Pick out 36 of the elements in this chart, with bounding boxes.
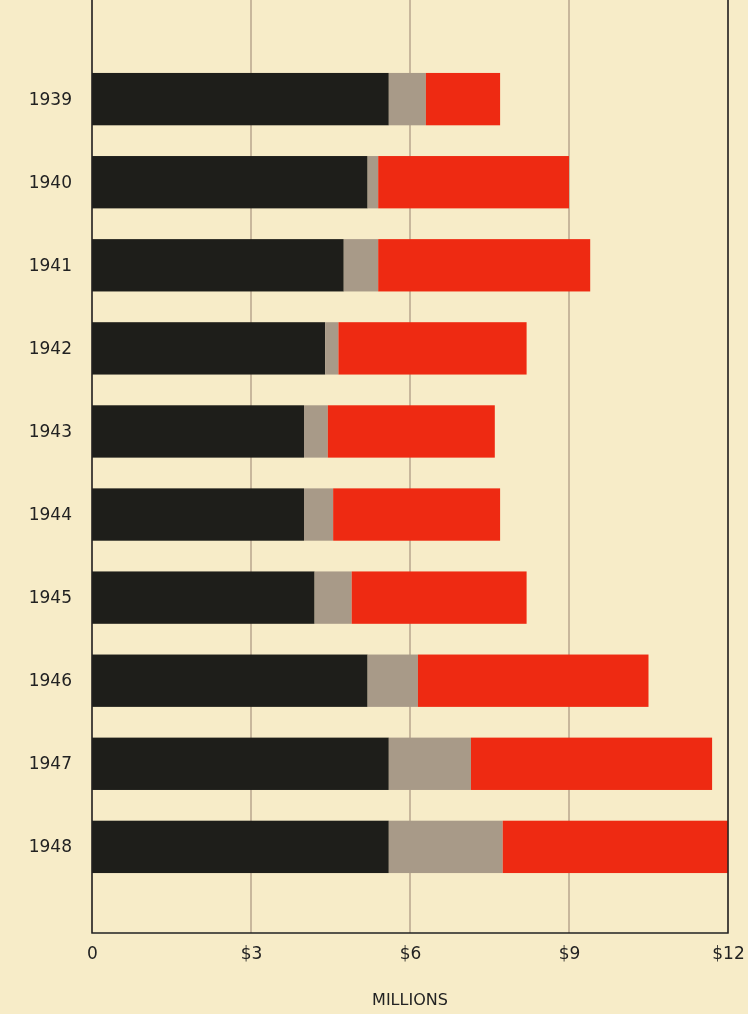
bar bbox=[367, 156, 379, 209]
y-tick-label: 1939 bbox=[28, 88, 72, 109]
bar bbox=[388, 72, 426, 126]
y-tick-label: 1948 bbox=[28, 836, 72, 857]
bar bbox=[417, 654, 649, 707]
y-tick-label: 1941 bbox=[28, 254, 72, 275]
bar bbox=[367, 654, 418, 707]
bar bbox=[314, 571, 352, 624]
bar bbox=[338, 322, 527, 375]
bar bbox=[333, 488, 501, 541]
y-tick-label: 1943 bbox=[28, 420, 72, 441]
bar bbox=[425, 72, 501, 126]
x-tick-label: $3 bbox=[240, 943, 263, 964]
bar bbox=[378, 239, 591, 292]
x-tick-label: $9 bbox=[558, 943, 581, 964]
x-tick-label: $6 bbox=[399, 943, 422, 964]
x-tick-label: 0 bbox=[87, 943, 98, 964]
bar bbox=[502, 820, 728, 874]
bar bbox=[388, 737, 471, 790]
bar bbox=[304, 488, 334, 541]
y-tick-label: 1947 bbox=[28, 753, 72, 774]
x-tick-label: $12 bbox=[712, 943, 745, 964]
y-tick-label: 1944 bbox=[28, 503, 72, 524]
bar bbox=[378, 156, 569, 209]
bar bbox=[470, 737, 713, 790]
y-tick-label: 1940 bbox=[28, 171, 72, 192]
bar bbox=[388, 820, 503, 874]
bar bbox=[343, 239, 379, 292]
y-tick-label: 1942 bbox=[28, 337, 72, 358]
y-tick-label: 1946 bbox=[28, 670, 72, 691]
bar bbox=[351, 571, 527, 624]
x-axis-title: MILLIONS bbox=[372, 990, 448, 1009]
bar bbox=[325, 322, 339, 375]
bar bbox=[304, 405, 328, 458]
y-tick-label: 1945 bbox=[28, 587, 72, 608]
bar bbox=[327, 405, 495, 458]
